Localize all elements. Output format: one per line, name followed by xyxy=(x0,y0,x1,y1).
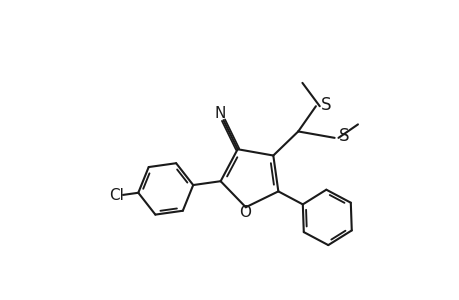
Text: S: S xyxy=(338,127,349,145)
Text: O: O xyxy=(238,205,250,220)
Text: Cl: Cl xyxy=(109,188,124,203)
Text: S: S xyxy=(320,96,330,114)
Text: N: N xyxy=(214,106,225,121)
